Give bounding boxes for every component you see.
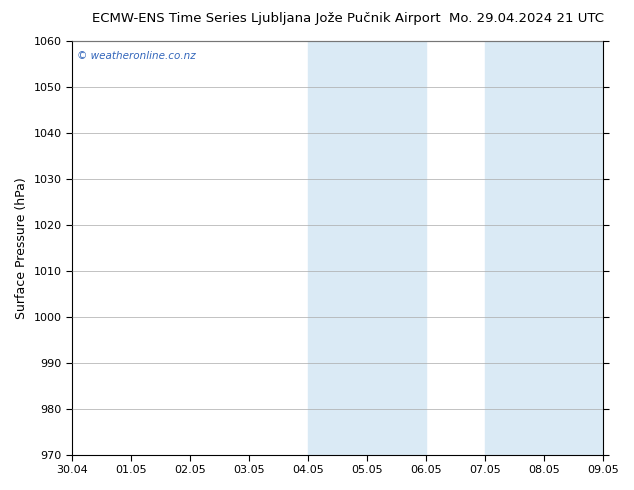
Text: ECMW-ENS Time Series Ljubljana Jože Pučnik Airport: ECMW-ENS Time Series Ljubljana Jože Pučn… bbox=[92, 12, 441, 25]
Text: Mo. 29.04.2024 21 UTC: Mo. 29.04.2024 21 UTC bbox=[449, 12, 604, 25]
Y-axis label: Surface Pressure (hPa): Surface Pressure (hPa) bbox=[15, 177, 28, 318]
Bar bbox=[544, 41, 603, 455]
Bar bbox=[308, 41, 367, 455]
Bar bbox=[485, 41, 544, 455]
Bar bbox=[367, 41, 426, 455]
Text: © weatheronline.co.nz: © weatheronline.co.nz bbox=[77, 51, 196, 61]
